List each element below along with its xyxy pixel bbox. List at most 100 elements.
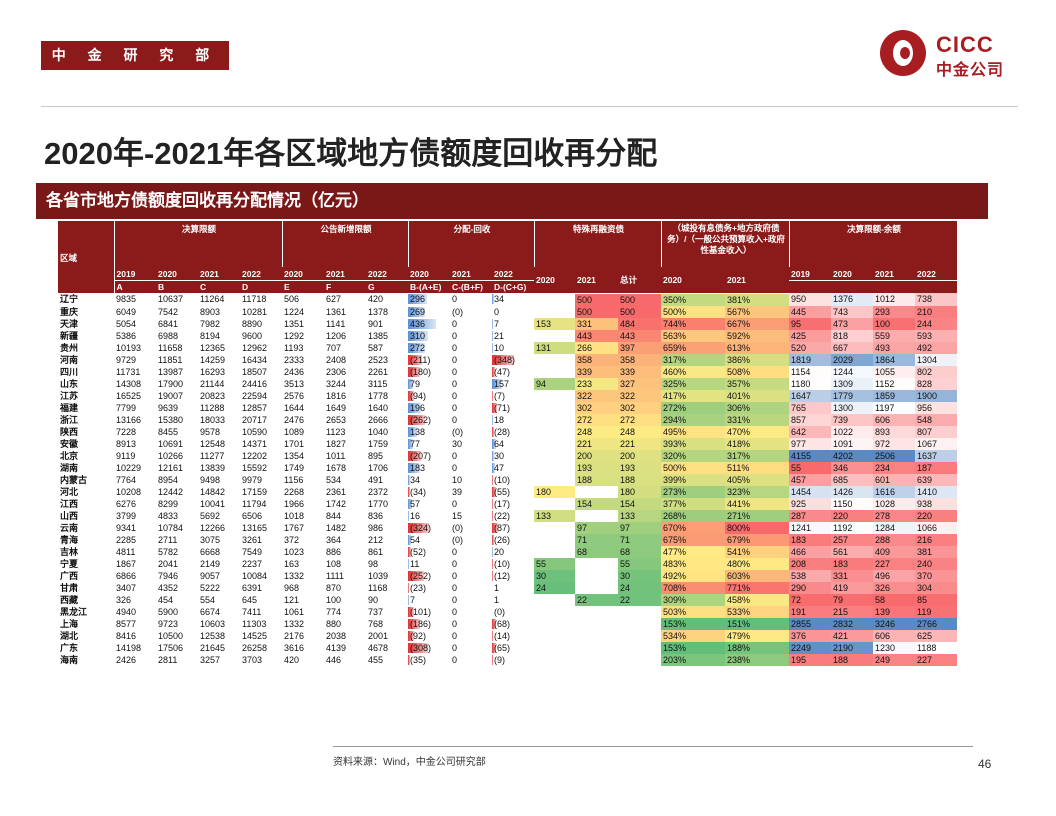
data-bar [408, 330, 428, 341]
final-limit-cell: 18507 [242, 366, 268, 377]
table-row: 新疆 5386 6988 8194 9600 1292 1206 1385 310 0 21 443 4… [58, 329, 957, 342]
final-limit-cell: 454 [158, 594, 174, 605]
alloc-recover-value: (252) [410, 570, 432, 581]
alloc-recover-value: 0 [452, 630, 458, 641]
limit-balance-cell: 1188 [915, 641, 957, 654]
alloc-recover-cell: 0 [450, 330, 492, 342]
region-cell: 云南 [60, 522, 79, 533]
alloc-recover-value: (101) [410, 606, 432, 617]
alloc-recover-cell: (101) [408, 606, 450, 618]
year-header: 2021 [575, 267, 618, 294]
final-limit-cell: 3261 [242, 534, 263, 545]
special-refi-cell: 24 [534, 581, 575, 594]
special-refi-cell [534, 654, 575, 666]
alloc-recover-cell: (262) [408, 414, 450, 426]
special-refi-cell [534, 306, 575, 318]
table-row: 河北 10208 12442 14842 17159 2268 2361 2372 (34) 39… [58, 485, 957, 498]
final-limit-cell: 14259 [200, 354, 226, 365]
final-limit-cell: 8890 [242, 318, 263, 329]
alloc-recover-value: 0 [452, 546, 458, 557]
limit-balance-cell: 1859 [873, 389, 915, 402]
limit-balance-cell: 496 [873, 569, 915, 582]
limit-balance-cell: 1616 [873, 485, 915, 498]
alloc-recover-value: 0 [452, 294, 458, 305]
final-limit-cell: 2426 [116, 654, 137, 665]
special-refi-cell: 397 [618, 341, 661, 354]
final-limit-cell: 11794 [242, 498, 267, 509]
new-limit-cell: 2666 [368, 414, 389, 425]
alloc-recover-cell: 0 [450, 558, 492, 570]
debt-ratio-cell: 477% [661, 545, 725, 558]
alloc-recover-value: 39 [452, 486, 463, 497]
final-limit-cell: 2237 [242, 558, 263, 569]
year-header: 2020 [661, 267, 725, 294]
new-limit-cell: 1018 [284, 510, 305, 521]
special-refi-cell [534, 330, 575, 342]
limit-balance-cell: 606 [873, 629, 915, 642]
alloc-recover-cell: (0) [450, 522, 492, 534]
header-region: 区域 [58, 221, 115, 293]
limit-balance-cell: 208 [789, 557, 831, 570]
limit-balance-cell: 2855 [789, 617, 831, 630]
alloc-recover-cell: (308) [408, 642, 450, 654]
debt-ratio-cell: 272% [661, 401, 725, 414]
alloc-recover-value: 0 [494, 306, 500, 317]
alloc-recover-value: 0 [452, 378, 458, 389]
special-refi-cell: 22 [575, 593, 618, 606]
final-limit-cell: 9119 [116, 450, 136, 461]
data-bar [492, 558, 493, 569]
final-limit-cell: 10266 [158, 450, 184, 461]
limit-balance-cell: 1376 [831, 293, 873, 306]
new-limit-cell: 1224 [284, 306, 305, 317]
letter-header-empty [873, 280, 915, 293]
new-limit-cell: 1193 [284, 342, 304, 353]
final-limit-cell: 9600 [242, 330, 263, 341]
debt-ratio-cell: 603% [725, 569, 789, 582]
limit-balance-cell: 346 [831, 461, 873, 474]
alloc-recover-value: (26) [494, 534, 511, 545]
new-limit-cell: 372 [284, 534, 300, 545]
table-row: 海南 2426 2811 3257 3703 420 446 455 (35) 0 (9) 203% 2… [58, 653, 957, 666]
new-limit-cell: 707 [326, 342, 342, 353]
debt-ratio-cell: 460% [661, 365, 725, 378]
special-refi-cell [534, 594, 575, 606]
final-limit-cell: 3799 [116, 510, 137, 521]
limit-balance-cell: 58 [873, 593, 915, 606]
final-limit-cell: 10208 [116, 486, 142, 497]
debt-ratio-cell: 563% [661, 329, 725, 342]
header-debt-ratio: （城投有息债务+地方政府债务）/（一般公共预算收入+政府性基金收入） [661, 221, 790, 267]
new-limit-cell: 986 [368, 522, 384, 533]
final-limit-cell: 9723 [158, 618, 179, 629]
new-limit-cell: 1778 [368, 390, 389, 401]
alloc-recover-value: 196 [410, 402, 426, 413]
final-limit-cell: 10500 [158, 630, 184, 641]
table-banner: 各省市地方债额度回收再分配情况（亿元） [36, 183, 988, 219]
final-limit-cell: 7982 [200, 318, 221, 329]
special-refi-cell: 233 [575, 377, 618, 390]
limit-balance-cell: 376 [789, 629, 831, 642]
limit-balance-cell: 473 [831, 317, 873, 330]
final-limit-cell: 18033 [200, 414, 226, 425]
alloc-recover-cell: (348) [492, 354, 534, 366]
page-number: 46 [978, 757, 992, 771]
limit-balance-cell: 457 [789, 473, 831, 486]
alloc-recover-cell: (7) [492, 390, 534, 402]
final-limit-cell: 21645 [200, 642, 226, 653]
final-limit-cell: 20717 [242, 414, 268, 425]
alloc-recover-value: (28) [494, 426, 511, 437]
special-refi-cell [534, 546, 575, 558]
new-limit-cell: 1640 [368, 402, 389, 413]
new-limit-cell: 895 [368, 450, 384, 461]
special-refi-cell [534, 426, 575, 438]
final-limit-cell: 7799 [116, 402, 137, 413]
region-cell: 吉林 [60, 546, 79, 557]
debt-ratio-cell: 405% [725, 473, 789, 486]
final-limit-cell: 13987 [158, 366, 184, 377]
final-limit-cell: 19007 [158, 390, 184, 401]
special-refi-cell [534, 522, 575, 534]
data-bar [492, 486, 496, 497]
alloc-recover-cell: (211) [408, 354, 450, 366]
special-refi-cell: 248 [575, 425, 618, 438]
alloc-recover-value: (34) [410, 486, 427, 497]
debt-ratio-cell: 495% [661, 425, 725, 438]
